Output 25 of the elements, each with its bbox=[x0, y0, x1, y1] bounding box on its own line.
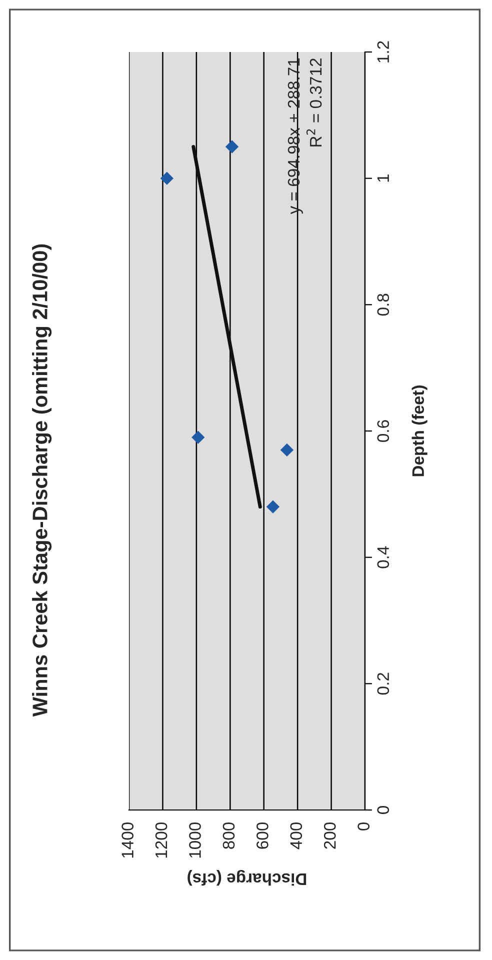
y-tick-label: 1.2 bbox=[377, 41, 389, 62]
x-tick-label: 1000 bbox=[189, 822, 201, 858]
y-tick-label: 0.8 bbox=[377, 294, 390, 316]
point bbox=[225, 140, 239, 154]
y-tick-label: 0.2 bbox=[377, 672, 390, 695]
point bbox=[266, 500, 280, 514]
x-tick-label: 1200 bbox=[155, 822, 168, 858]
y-tick-label: 0 bbox=[377, 806, 390, 814]
point bbox=[280, 443, 294, 457]
text: Winns Creek Stage-Discharge (omitting 2/10/00) bbox=[32, 244, 52, 717]
y-axis-title: Depth (feet) bbox=[412, 386, 428, 476]
x-tick-label: 800 bbox=[222, 822, 235, 849]
x-tick-label: 0 bbox=[358, 822, 370, 830]
x-tick-label: 200 bbox=[324, 822, 336, 849]
y-tick-label: 0.4 bbox=[377, 546, 390, 568]
x-axis-title: Discharge (cfs) bbox=[188, 870, 306, 886]
annotation: R$^{2}$ = 0.3712 bbox=[306, 58, 322, 146]
annotation: y = 694.98x + 288.71 bbox=[288, 58, 303, 214]
x-tick-label: 400 bbox=[290, 822, 302, 850]
point bbox=[160, 172, 174, 185]
y-tick-label: 1 bbox=[377, 174, 389, 182]
point bbox=[192, 430, 205, 444]
x-tick-label: 600 bbox=[256, 822, 268, 849]
x-tick-label: 1400 bbox=[122, 822, 134, 858]
y-tick-label: 0.6 bbox=[377, 420, 390, 442]
